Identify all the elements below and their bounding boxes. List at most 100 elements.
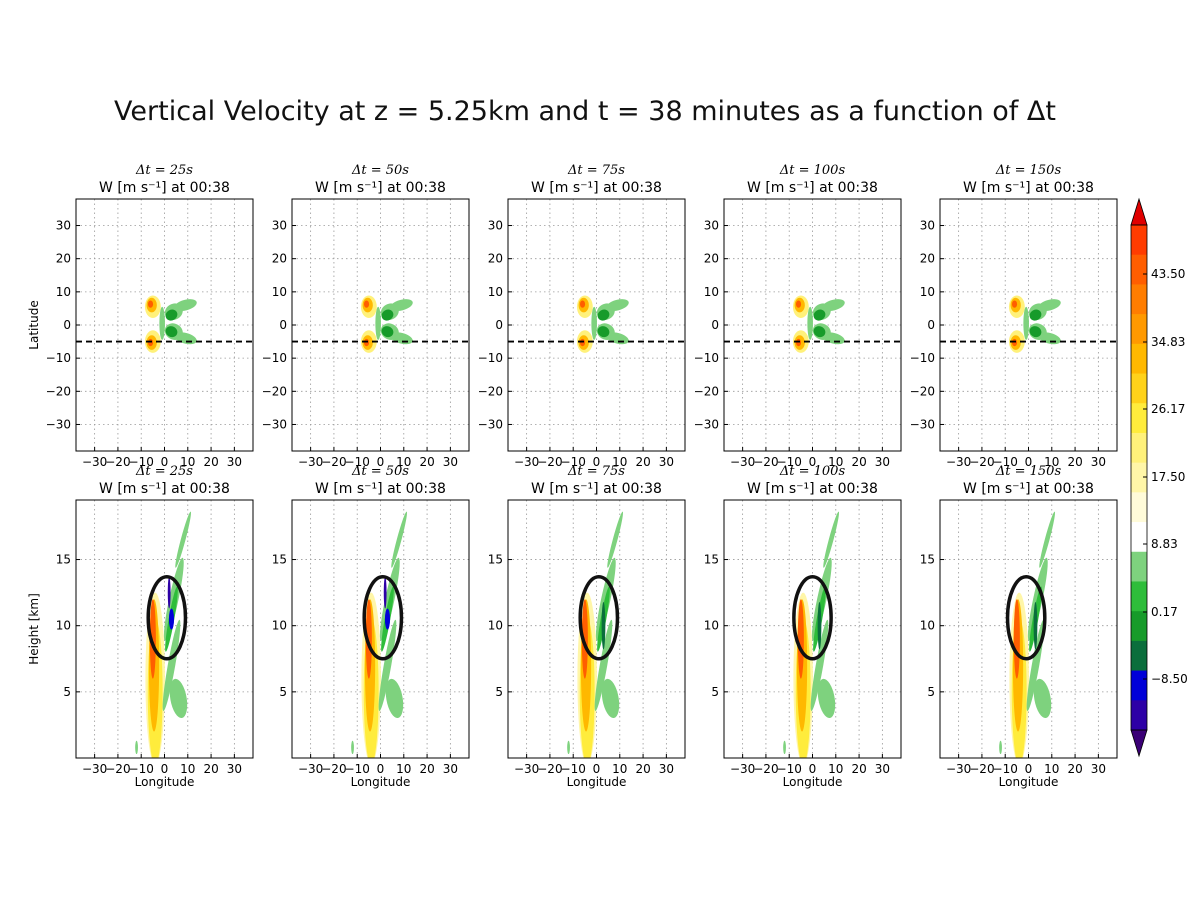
x-tick-label: −10 — [561, 455, 586, 469]
field-contour — [1033, 678, 1052, 719]
colorbar-extend-min — [1130, 729, 1148, 758]
y-tick-label: 10 — [488, 619, 503, 633]
x-tick-label: −20 — [321, 762, 346, 776]
x-tick-label: 0 — [593, 455, 601, 469]
x-tick-label: 20 — [419, 762, 434, 776]
field-contour — [385, 678, 404, 719]
x-axis-label: Longitude — [999, 775, 1059, 789]
y-tick-label: 15 — [920, 553, 935, 567]
x-axis-label: Longitude — [135, 775, 195, 789]
y-tick-label: −20 — [262, 384, 287, 398]
x-tick-label: 0 — [161, 762, 169, 776]
colorbar-band — [1131, 373, 1147, 404]
x-axis-label: Longitude — [783, 775, 843, 789]
x-tick-label: 30 — [443, 455, 458, 469]
y-tick-label: 5 — [927, 685, 935, 699]
field-contour — [381, 326, 394, 338]
field-contour — [365, 599, 372, 679]
colorbar-band — [1131, 492, 1147, 523]
colorbar-tick-label: 0.17 — [1151, 605, 1178, 619]
x-tick-label: −10 — [345, 762, 370, 776]
colorbar-band — [1131, 343, 1147, 375]
y-tick-label: 5 — [279, 685, 287, 699]
y-tick-label: 20 — [704, 252, 719, 266]
colorbar-tick-label: −8.50 — [1151, 672, 1188, 686]
y-tick-label: −30 — [478, 417, 503, 431]
x-tick-label: −10 — [129, 762, 154, 776]
field-contour — [597, 309, 610, 321]
field-contour — [167, 576, 171, 609]
panel-title: W [m s⁻¹] at 00:38 — [531, 180, 662, 196]
field-contour — [817, 678, 836, 719]
x-tick-label: 0 — [1025, 455, 1033, 469]
x-tick-label: −10 — [777, 455, 802, 469]
panel-bottom-1: Δt = 25s W [m s⁻¹] at 00:38 −30−20−10 0 10 20… — [27, 464, 254, 789]
field-contour — [594, 619, 613, 711]
x-tick-label: −10 — [993, 762, 1018, 776]
panel-title: W [m s⁻¹] at 00:38 — [963, 481, 1094, 497]
plot-area — [508, 199, 685, 451]
x-tick-label: 10 — [396, 762, 411, 776]
x-tick-label: 30 — [659, 762, 674, 776]
x-tick-label: −20 — [969, 455, 994, 469]
colorbar-band — [1131, 522, 1147, 553]
y-tick-label: 15 — [56, 553, 71, 567]
x-tick-label: 10 — [612, 455, 627, 469]
field-contour — [147, 338, 154, 347]
y-tick-label: −20 — [46, 384, 71, 398]
x-tick-label: −20 — [753, 762, 778, 776]
x-tick-label: 10 — [1044, 455, 1059, 469]
y-tick-label: 15 — [272, 553, 287, 567]
x-tick-label: 20 — [851, 762, 866, 776]
x-tick-label: 10 — [1044, 762, 1059, 776]
field-contour — [797, 599, 804, 679]
plot-area — [76, 199, 253, 451]
x-tick-label: −10 — [129, 455, 154, 469]
x-tick-label: 0 — [809, 455, 817, 469]
field-contour — [567, 740, 570, 755]
y-tick-label: 5 — [711, 685, 719, 699]
y-tick-label: −30 — [262, 417, 287, 431]
x-tick-label: 30 — [1091, 762, 1106, 776]
field-contour — [391, 511, 407, 568]
plot-area — [76, 500, 253, 758]
colorbar-band — [1131, 284, 1147, 315]
colorbar-band — [1131, 462, 1147, 493]
y-tick-label: 0 — [495, 318, 503, 332]
field-contour — [363, 338, 370, 347]
x-tick-label: −30 — [946, 762, 971, 776]
slide-title: Vertical Velocity at z = 5.25km and t = … — [114, 96, 1056, 127]
x-tick-label: −10 — [993, 455, 1018, 469]
y-tick-label: 10 — [272, 619, 287, 633]
x-tick-label: −30 — [298, 455, 323, 469]
y-tick-label: 0 — [711, 318, 719, 332]
x-tick-label: 0 — [377, 762, 385, 776]
field-contour — [597, 326, 610, 338]
plot-area — [292, 199, 469, 451]
field-contour — [795, 338, 802, 347]
field-contour — [159, 306, 165, 340]
field-contour — [817, 601, 822, 650]
x-tick-label: 10 — [612, 762, 627, 776]
y-tick-label: 5 — [63, 685, 71, 699]
x-axis-label: Longitude — [567, 775, 627, 789]
field-contour — [135, 740, 138, 755]
panel-bottom-4: Δt = 100s W [m s⁻¹] at 00:38 −30−20−10 0 10 2… — [704, 464, 902, 789]
x-tick-label: 20 — [1067, 455, 1082, 469]
field-contour — [383, 576, 387, 609]
colorbar-tick-label: 8.83 — [1151, 537, 1178, 551]
y-tick-label: 10 — [920, 285, 935, 299]
x-tick-label: −20 — [105, 455, 130, 469]
x-tick-label: 30 — [875, 762, 890, 776]
panel-subtitle: Δt = 75s — [567, 163, 625, 178]
field-contour — [579, 300, 586, 308]
panel-subtitle: Δt = 50s — [351, 464, 409, 479]
field-contour — [807, 306, 813, 340]
field-contour — [363, 300, 370, 308]
field-contour — [1029, 309, 1042, 321]
panel-title: W [m s⁻¹] at 00:38 — [99, 180, 230, 196]
colorbar-band — [1131, 611, 1147, 642]
field-contour — [384, 608, 391, 630]
